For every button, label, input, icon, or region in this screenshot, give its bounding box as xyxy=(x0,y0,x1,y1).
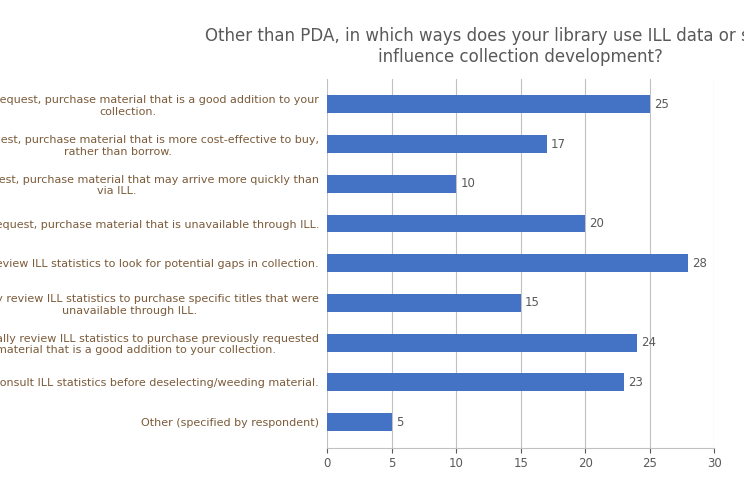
Text: 23: 23 xyxy=(628,376,643,389)
Bar xyxy=(327,413,392,431)
Bar xyxy=(327,135,547,153)
Bar xyxy=(327,334,637,352)
Text: 20: 20 xyxy=(589,217,604,230)
Bar xyxy=(327,294,521,312)
Bar xyxy=(327,215,586,232)
Text: 28: 28 xyxy=(693,257,708,270)
Title: Other than PDA, in which ways does your library use ILL data or statistics to
in: Other than PDA, in which ways does your … xyxy=(205,27,744,66)
Text: 15: 15 xyxy=(525,296,539,309)
Text: 5: 5 xyxy=(396,416,403,429)
Bar xyxy=(327,95,650,113)
Text: 17: 17 xyxy=(551,138,565,151)
Text: 25: 25 xyxy=(654,98,669,111)
Bar xyxy=(327,254,688,272)
Text: 10: 10 xyxy=(461,177,475,190)
Text: 24: 24 xyxy=(641,336,655,349)
Bar xyxy=(327,175,456,193)
Bar xyxy=(327,373,624,391)
